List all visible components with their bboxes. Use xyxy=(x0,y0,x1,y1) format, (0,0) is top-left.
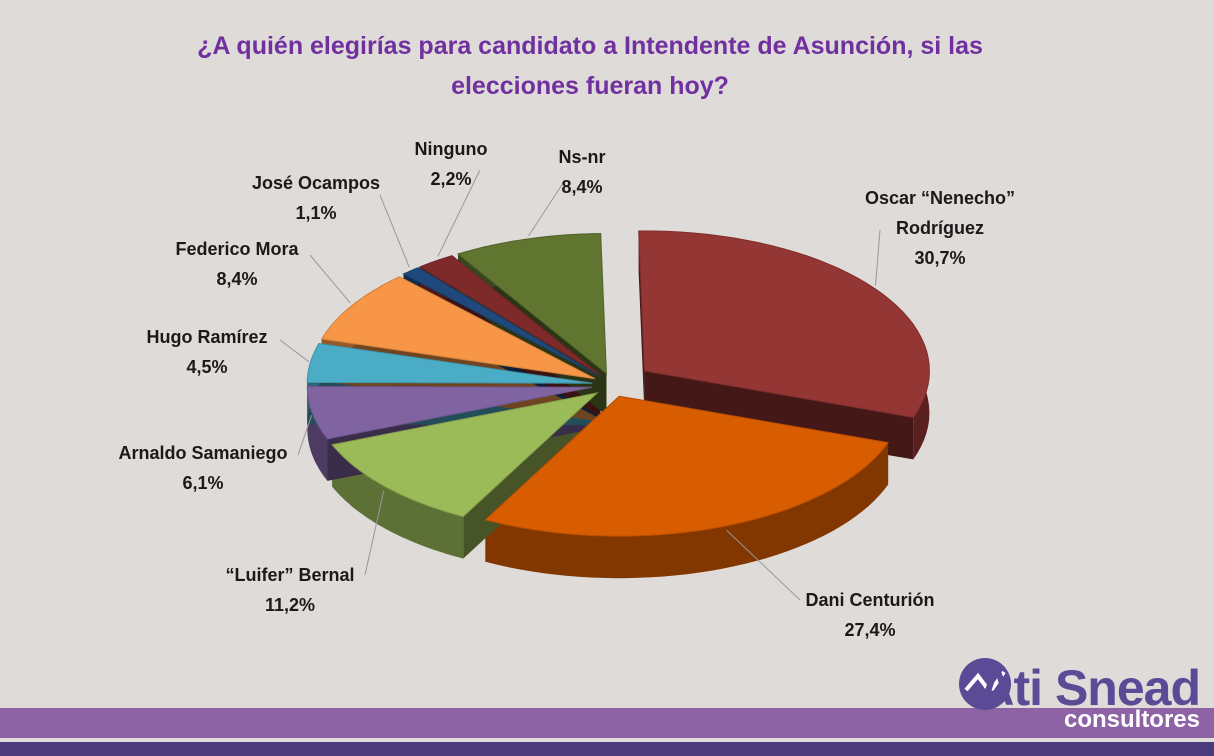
logo: Ati Snead consultores xyxy=(978,660,1201,733)
label-name: Arnaldo Samaniego xyxy=(118,443,288,463)
label-value: 1,1% xyxy=(295,203,337,223)
leader-line xyxy=(364,490,385,576)
label-value: 4,5% xyxy=(186,357,228,377)
label-name: “Luifer” Bernal xyxy=(225,565,355,585)
slice xyxy=(638,230,930,418)
label-name: Hugo Ramírez xyxy=(146,327,268,347)
slice-label: Ns-nr 8,4% xyxy=(507,142,657,202)
leader-line xyxy=(437,169,481,257)
label-name: Ninguno xyxy=(414,139,488,159)
label-name: Dani Centurión xyxy=(805,590,935,610)
leader-line xyxy=(875,229,881,286)
chart-title: ¿A quién elegirías para candidato a Inte… xyxy=(197,32,983,100)
slice xyxy=(306,385,593,440)
logo-name: Ati Snead xyxy=(978,660,1201,716)
slice-label: Hugo Ramírez 4,5% xyxy=(107,322,307,382)
slice xyxy=(331,392,599,518)
label-value: 11,2% xyxy=(264,595,316,615)
logo-sub: consultores xyxy=(1063,706,1200,733)
pie xyxy=(279,169,930,601)
slice xyxy=(484,395,889,537)
footer-band-dark xyxy=(0,742,1214,756)
slice-label: Ninguno 2,2% xyxy=(376,134,526,194)
label-name: Ns-nr xyxy=(558,147,606,167)
leader-line xyxy=(379,194,410,268)
slice-side xyxy=(307,386,328,481)
leader-line xyxy=(309,254,351,304)
leader-line xyxy=(726,529,801,601)
label-value: 2,2% xyxy=(430,169,472,189)
slice-label: Federico Mora 8,4% xyxy=(137,234,337,294)
label-name: Federico Mora xyxy=(175,239,299,259)
slice-label: Arnaldo Samaniego 6,1% xyxy=(83,438,323,498)
footer-band xyxy=(0,708,1214,738)
slice-label: Dani Centurión 27,4% xyxy=(770,585,970,645)
slice xyxy=(306,342,593,384)
label-name: Oscar “Nenecho” Rodríguez xyxy=(864,188,1016,238)
slice xyxy=(456,232,607,375)
slice xyxy=(320,276,596,380)
label-value: 8,4% xyxy=(216,269,258,289)
label-value: 30,7% xyxy=(914,248,966,268)
leader-line xyxy=(297,415,313,456)
slice-side xyxy=(485,442,889,579)
logo-icon xyxy=(959,658,1011,710)
label-name: José Ocampos xyxy=(251,173,381,193)
slice xyxy=(402,267,600,377)
label-value: 27,4% xyxy=(844,620,896,640)
label-value: 6,1% xyxy=(182,473,224,493)
slice-label: José Ocampos 1,1% xyxy=(216,168,416,228)
slice-side xyxy=(332,444,464,559)
slice-label: Oscar “Nenecho” Rodríguez 30,7% xyxy=(845,183,1035,273)
slice-label: “Luifer” Bernal 11,2% xyxy=(190,560,390,620)
slice xyxy=(418,255,601,376)
leader-line xyxy=(279,339,310,363)
leader-line xyxy=(528,179,566,237)
label-value: 8,4% xyxy=(561,177,603,197)
